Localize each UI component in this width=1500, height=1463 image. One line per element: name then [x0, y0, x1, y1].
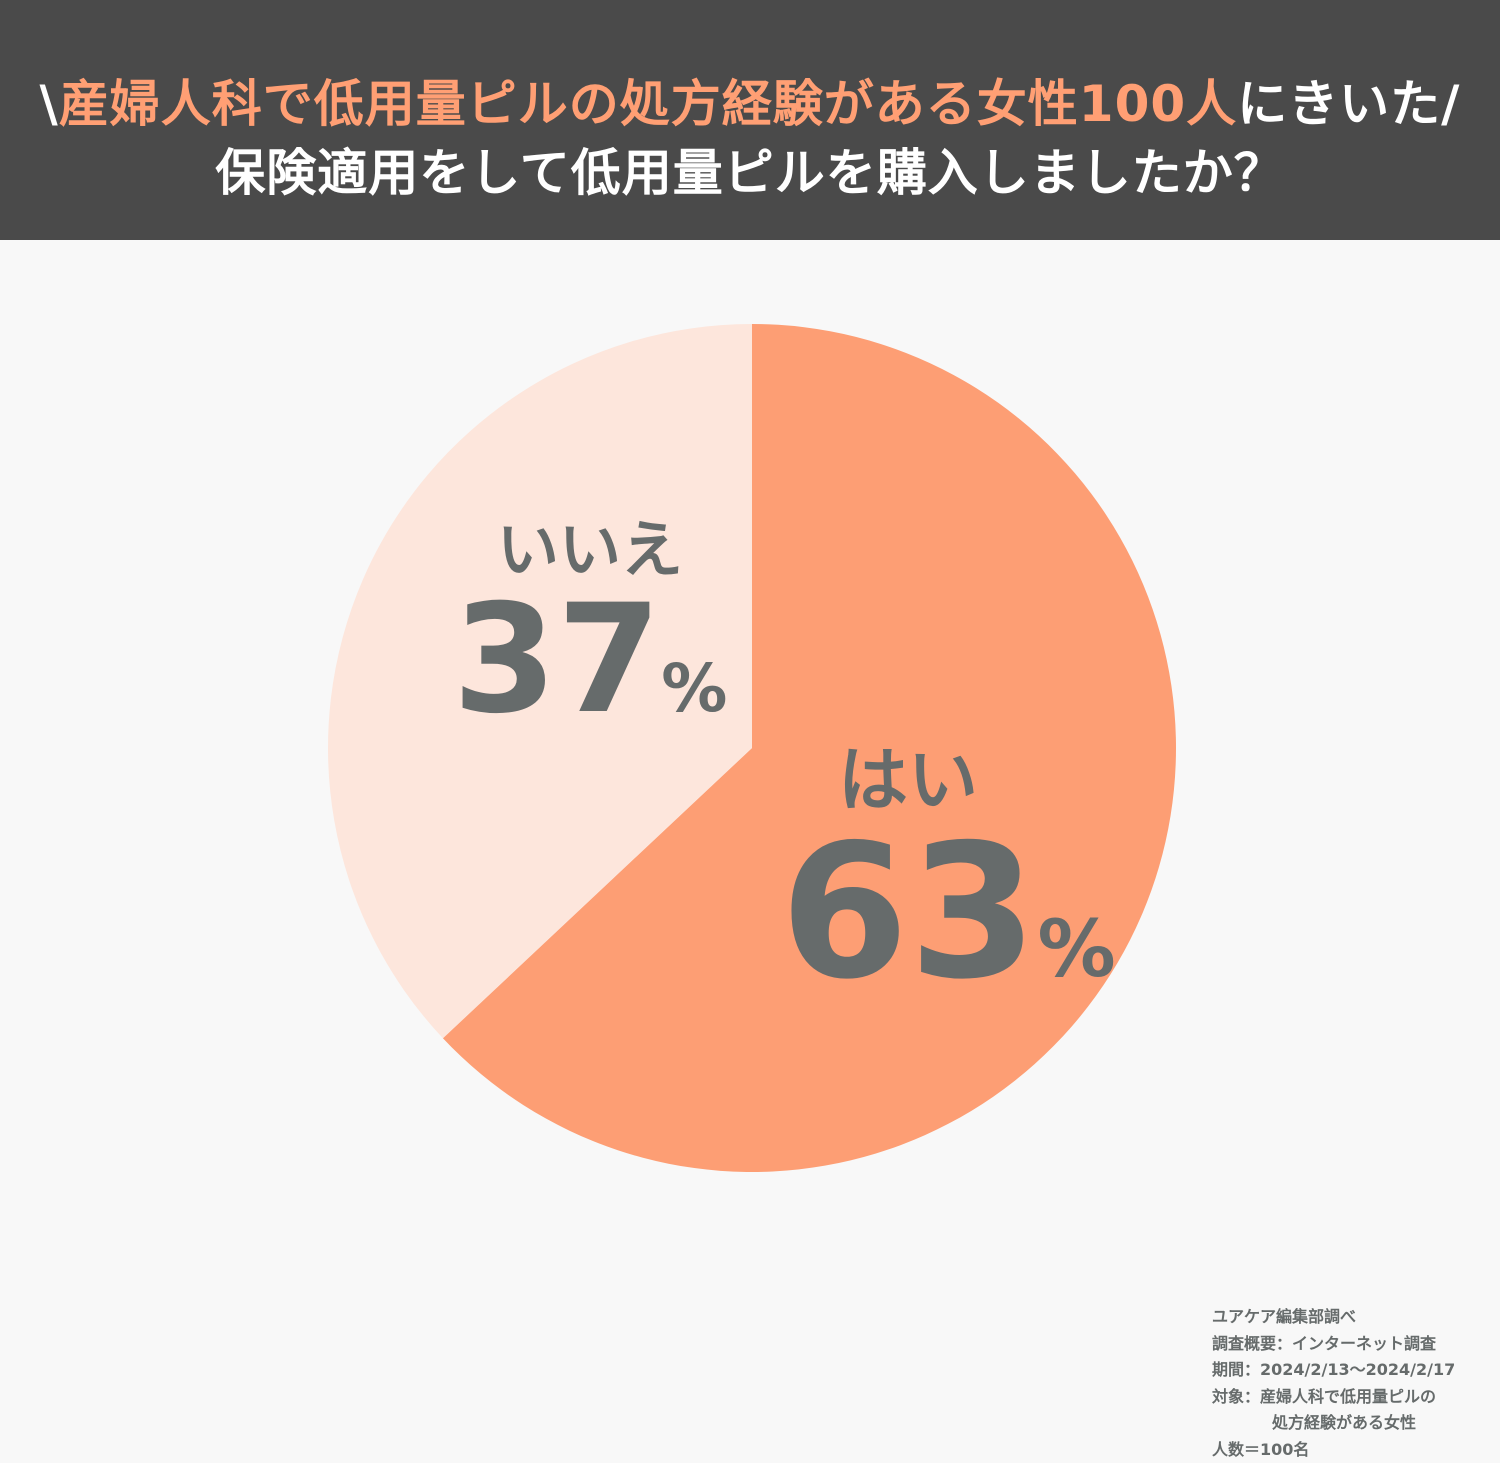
note-count: 人数＝100名 [1212, 1437, 1455, 1463]
title-accent: 産婦人科で低用量ピルの処方経験がある女性100人 [59, 75, 1237, 133]
note-method: 調査概要：インターネット調査 [1212, 1331, 1455, 1358]
note-target: 対象：産婦人科で低用量ピルの [1212, 1384, 1455, 1411]
slice-label-no: いいえ 37% [450, 515, 730, 735]
survey-title: \産婦人科で低用量ピルの処方経験がある女性100人にきいた/ [0, 74, 1500, 134]
title-prefix: \ [40, 75, 59, 133]
slice-value-yes-number: 63 [780, 804, 1037, 1020]
header-banner: \産婦人科で低用量ピルの処方経験がある女性100人にきいた/ 保険適用をして低用… [0, 0, 1500, 240]
slice-value-yes: 63% [780, 820, 1110, 1005]
pie-chart [0, 240, 1500, 1248]
slice-value-no-unit: % [661, 650, 727, 727]
pie-chart-area: いいえ 37% はい 63% ユアケア編集部調べ 調査概要：インターネット調査 … [0, 240, 1500, 1248]
slice-label-yes: はい 63% [780, 740, 1110, 1005]
title-suffix: にきいた/ [1237, 75, 1460, 133]
slice-value-no: 37% [450, 585, 730, 735]
slice-value-yes-unit: % [1037, 905, 1115, 995]
chart-question: 保険適用をして低用量ピルを購入しましたか？ [0, 143, 1500, 203]
note-source: ユアケア編集部調べ [1212, 1304, 1455, 1331]
slice-value-no-number: 37 [453, 573, 662, 747]
survey-notes: ユアケア編集部調べ 調査概要：インターネット調査 期間：2024/2/13〜20… [1212, 1304, 1455, 1463]
note-target-continued: 処方経験がある女性 [1212, 1410, 1455, 1437]
note-period: 期間：2024/2/13〜2024/2/17 [1212, 1357, 1455, 1384]
